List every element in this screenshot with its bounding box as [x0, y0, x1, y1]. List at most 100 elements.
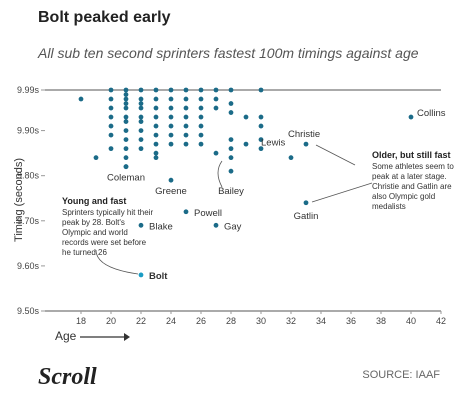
- axis-arrow-head: [124, 333, 130, 341]
- point-label: Lewis: [261, 138, 286, 149]
- point: [153, 87, 159, 93]
- point: [228, 155, 234, 161]
- labeled-point: [303, 141, 309, 147]
- point: [78, 96, 84, 102]
- point: [243, 141, 249, 147]
- point-label: Bailey: [218, 186, 244, 197]
- labeled-point: [258, 146, 264, 152]
- x-tick-label: 36: [346, 316, 356, 326]
- y-tick-label: 9.60s: [17, 261, 40, 271]
- point: [183, 96, 189, 102]
- point-label: Coleman: [107, 173, 145, 184]
- point: [258, 137, 264, 143]
- point: [123, 87, 129, 93]
- point: [108, 87, 114, 93]
- point: [153, 96, 159, 102]
- x-tick-label: 30: [256, 316, 266, 326]
- point: [198, 114, 204, 120]
- x-tick-label: 28: [226, 316, 236, 326]
- point: [168, 123, 174, 129]
- y-tick-label: 9.70s: [17, 216, 40, 226]
- x-tick-label: 26: [196, 316, 206, 326]
- point: [108, 114, 114, 120]
- point: [153, 141, 159, 147]
- x-tick-label: 18: [76, 316, 86, 326]
- x-tick-label: 24: [166, 316, 176, 326]
- labeled-point: [138, 222, 144, 228]
- point: [123, 146, 129, 152]
- point: [138, 96, 144, 102]
- labeled-point: [303, 200, 309, 206]
- x-tick-label: 20: [106, 316, 116, 326]
- annotation-text: Some athletes seem to peak at a later st…: [372, 162, 454, 211]
- point: [108, 105, 114, 111]
- point: [123, 96, 129, 102]
- point: [243, 114, 249, 120]
- annotation-arrow: [217, 160, 223, 188]
- point: [168, 132, 174, 138]
- point: [123, 114, 129, 120]
- annotation: Young and fast Sprinters typically hit th…: [62, 196, 154, 258]
- point: [168, 114, 174, 120]
- point: [138, 114, 144, 120]
- logo: Scroll: [38, 364, 97, 390]
- annotation-arrow: [315, 144, 356, 166]
- point: [123, 137, 129, 143]
- point: [153, 123, 159, 129]
- point: [168, 105, 174, 111]
- point: [138, 101, 144, 106]
- chart-title: Bolt peaked early: [38, 9, 171, 26]
- annotation-text: Sprinters typically hit their peak by 28…: [62, 208, 154, 257]
- labeled-point: [213, 222, 219, 228]
- point: [183, 132, 189, 138]
- point: [183, 105, 189, 111]
- labeled-point: [123, 164, 129, 170]
- point-label: Christie: [288, 129, 320, 140]
- point: [138, 87, 144, 93]
- annotation: Older, but still fast Some athletes seem …: [372, 150, 468, 212]
- point: [153, 105, 159, 111]
- chart-subtitle: All sub ten second sprinters fastest 100…: [37, 45, 419, 61]
- point: [213, 87, 219, 93]
- point: [258, 87, 264, 93]
- point: [183, 114, 189, 120]
- x-axis-label: Age: [55, 329, 77, 343]
- point-label: Collins: [417, 108, 446, 119]
- labeled-point: [183, 209, 189, 215]
- x-tick-label: 38: [376, 316, 386, 326]
- annotation-arrow: [95, 249, 139, 275]
- point: [138, 119, 144, 124]
- y-tick-label: 9.90s: [17, 126, 40, 136]
- point: [183, 123, 189, 129]
- point: [108, 96, 114, 102]
- point: [213, 96, 219, 102]
- point: [138, 105, 144, 111]
- x-tick-label: 32: [286, 316, 296, 326]
- point-label: Greene: [155, 186, 187, 197]
- point: [213, 150, 219, 156]
- point: [228, 87, 234, 93]
- point: [198, 141, 204, 147]
- labeled-point: [228, 168, 234, 174]
- labeled-point: [138, 272, 144, 278]
- point: [123, 105, 129, 111]
- point: [93, 155, 99, 161]
- point-label: Bolt: [149, 271, 168, 282]
- point: [123, 101, 129, 106]
- annotation-title: Young and fast: [62, 196, 127, 206]
- point: [153, 114, 159, 120]
- point: [228, 146, 234, 152]
- point: [258, 114, 264, 120]
- point: [213, 105, 219, 111]
- point: [138, 146, 144, 152]
- annotation-arrow: [311, 182, 373, 203]
- point: [228, 101, 234, 106]
- x-tick-label: 34: [316, 316, 326, 326]
- point: [153, 150, 159, 156]
- x-tick-label: 40: [406, 316, 416, 326]
- point: [153, 155, 159, 161]
- point: [168, 96, 174, 102]
- labeled-point: [408, 114, 414, 120]
